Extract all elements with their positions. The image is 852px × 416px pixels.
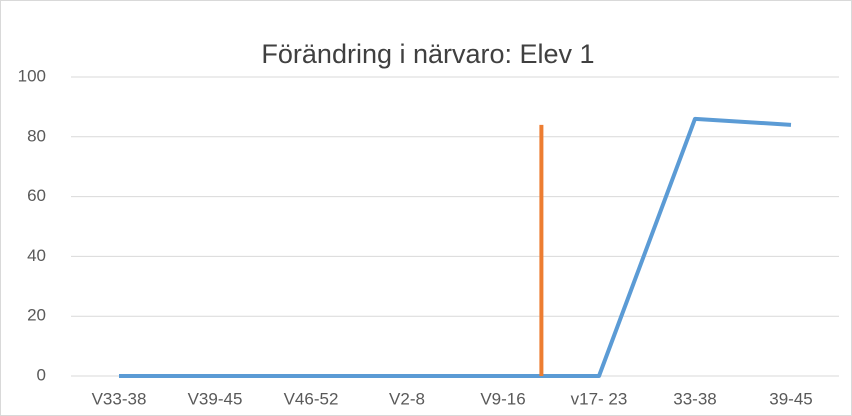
x-tick-label: 39-45 [769, 389, 812, 408]
y-tick-label: 100 [18, 66, 46, 85]
chart-title: Förändring i närvaro: Elev 1 [261, 39, 594, 69]
y-tick-label: 20 [27, 306, 46, 325]
x-tick-label: V9-16 [480, 389, 525, 408]
y-tick-label: 60 [27, 186, 46, 205]
x-tick-label: V46-52 [284, 389, 339, 408]
x-tick-label: v17- 23 [571, 389, 628, 408]
x-tick-label: V2-8 [389, 389, 425, 408]
y-tick-label: 80 [27, 126, 46, 145]
data-line [119, 116, 792, 378]
y-tick-label: 40 [27, 246, 46, 265]
y-tick-label: 0 [37, 365, 46, 384]
x-tick-label: 33-38 [673, 389, 716, 408]
x-tick-label: V39-45 [188, 389, 243, 408]
x-tick-label: V33-38 [92, 389, 147, 408]
